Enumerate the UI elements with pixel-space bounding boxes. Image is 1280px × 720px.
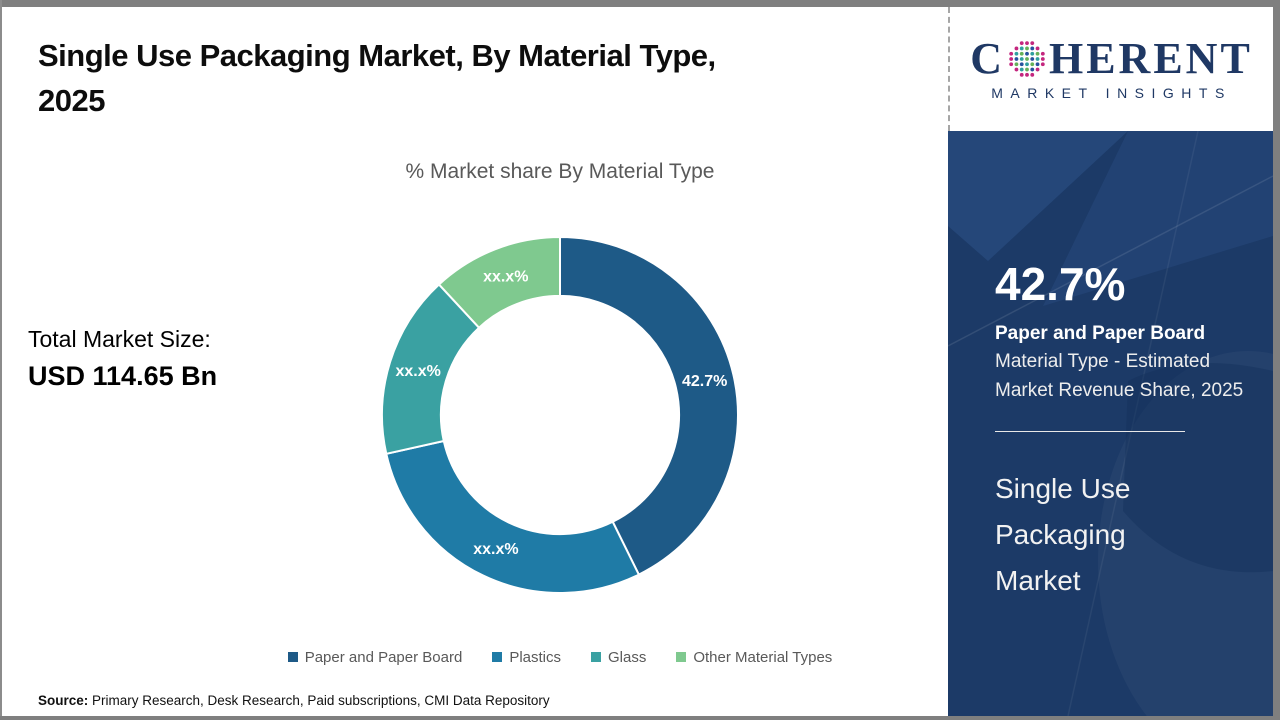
donut-slice-label: xx.x% bbox=[483, 269, 528, 286]
chart-legend: Paper and Paper Board Plastics Glass Other … bbox=[160, 644, 960, 670]
globe-dot bbox=[1040, 51, 1045, 56]
total-market-size: Total Market Size: USD 114.65 Bn bbox=[28, 326, 217, 392]
globe-dot bbox=[1009, 57, 1014, 61]
legend-label: Paper and Paper Board bbox=[304, 648, 463, 666]
globe-dot bbox=[1009, 62, 1014, 67]
source-label: Source: bbox=[38, 693, 89, 708]
globe-dot bbox=[1014, 57, 1019, 61]
legend-marker bbox=[492, 652, 503, 662]
globe-dot bbox=[1035, 67, 1040, 72]
legend-marker bbox=[676, 652, 687, 662]
globe-dot bbox=[1025, 57, 1029, 61]
globe-icon bbox=[1009, 41, 1045, 77]
legend-item-glass: Glass bbox=[591, 649, 646, 666]
globe-dot bbox=[1025, 72, 1029, 77]
stat-segment-name: Paper and Paper Board bbox=[995, 322, 1206, 344]
globe-dot bbox=[1019, 41, 1024, 46]
report-name: Single Use Packaging Market bbox=[995, 473, 1131, 597]
logo-wordmark: C HERENT bbox=[970, 37, 1253, 81]
logo-letter-c: C bbox=[970, 34, 1005, 83]
legend-marker bbox=[591, 652, 601, 662]
logo-word-herent: HERENT bbox=[1048, 34, 1253, 83]
globe-dot bbox=[1030, 46, 1035, 51]
donut-slice-other-material-types bbox=[437, 235, 561, 330]
globe-dot bbox=[1040, 57, 1045, 61]
globe-dot bbox=[1019, 46, 1024, 51]
globe-dot bbox=[1014, 46, 1019, 51]
legend-item-paper-and-paper-board: Paper and Paper Board bbox=[287, 648, 463, 666]
donut-slice-label: xx.x% bbox=[473, 541, 518, 558]
donut-chart-svg: 42.7% xx.x% xx.x% xx.x% bbox=[381, 235, 739, 594]
sidebar-content: 42.7% Paper and Paper Board Material Typ… bbox=[948, 131, 1273, 605]
donut-slice-label: 42.7% bbox=[682, 373, 727, 390]
logo-tagline: MARKET INSIGHTS bbox=[991, 85, 1232, 101]
brand-logo: C HERENT MARKET INSIGHTS bbox=[948, 7, 1273, 131]
legend-marker bbox=[287, 652, 298, 662]
chart-subtitle: % Market share By Material Type bbox=[405, 160, 715, 183]
globe-dot bbox=[1025, 67, 1029, 72]
globe-dot bbox=[1019, 62, 1024, 67]
globe-dot bbox=[1025, 46, 1029, 51]
stat-value: 42.7% bbox=[995, 258, 1126, 310]
page-title: Single Use Packaging Market, By Material… bbox=[38, 34, 918, 124]
globe-dot bbox=[1025, 51, 1029, 56]
globe-dot bbox=[1019, 57, 1024, 61]
total-market-size-value: USD 114.65 Bn bbox=[28, 361, 218, 391]
highlight-sidebar: 42.7% Paper and Paper Board Material Typ… bbox=[948, 131, 1273, 716]
globe-dot bbox=[1030, 72, 1035, 77]
globe-dot bbox=[1030, 57, 1035, 61]
globe-dot bbox=[1014, 51, 1019, 56]
sidebar-divider bbox=[995, 431, 1185, 433]
donut-slice-label: xx.x% bbox=[395, 363, 440, 380]
legend-item-plastics: Plastics bbox=[492, 649, 561, 666]
globe-dot bbox=[1025, 41, 1029, 46]
globe-dot bbox=[1030, 41, 1035, 46]
legend-label: Plastics bbox=[509, 648, 561, 666]
source-text: Primary Research, Desk Research, Paid su… bbox=[88, 693, 550, 708]
legend-label: Other Material Types bbox=[693, 648, 833, 666]
page-title-line1: Single Use Packaging Market, By Material… bbox=[38, 38, 716, 73]
globe-dot bbox=[1030, 67, 1035, 72]
globe-dot bbox=[1019, 51, 1024, 56]
globe-dot bbox=[1025, 62, 1029, 67]
globe-dot bbox=[1009, 51, 1014, 56]
globe-dot bbox=[1019, 67, 1024, 72]
frame-border-right bbox=[1273, 0, 1280, 720]
donut-slice-paper-and-paper-board bbox=[559, 235, 739, 576]
frame-border-bottom bbox=[0, 716, 1280, 720]
stat-description: Material Type - Estimated Market Revenue… bbox=[995, 351, 1244, 401]
frame-border-left bbox=[0, 0, 2, 720]
globe-dot bbox=[1014, 62, 1019, 67]
page-title-line2: 2025 bbox=[38, 82, 105, 118]
globe-dot bbox=[1035, 57, 1040, 61]
world-map-decoration bbox=[948, 131, 1273, 716]
globe-dot bbox=[1035, 46, 1040, 51]
globe-dot bbox=[1019, 72, 1024, 77]
globe-dot bbox=[1040, 62, 1045, 67]
total-market-size-label: Total Market Size: bbox=[28, 326, 211, 352]
donut-chart: 42.7% xx.x% xx.x% xx.x% bbox=[370, 225, 750, 605]
donut-slice-plastics bbox=[385, 439, 641, 594]
frame-border-top bbox=[0, 0, 1280, 7]
source-line: Source: Primary Research, Desk Research,… bbox=[38, 693, 550, 708]
globe-dot bbox=[1030, 51, 1035, 56]
globe-dot bbox=[1035, 51, 1040, 56]
legend-item-other-material-types: Other Material Types bbox=[676, 649, 832, 666]
globe-dot bbox=[1035, 62, 1040, 67]
globe-dot bbox=[1014, 67, 1019, 72]
legend-label: Glass bbox=[608, 648, 647, 666]
globe-dot bbox=[1030, 62, 1035, 67]
